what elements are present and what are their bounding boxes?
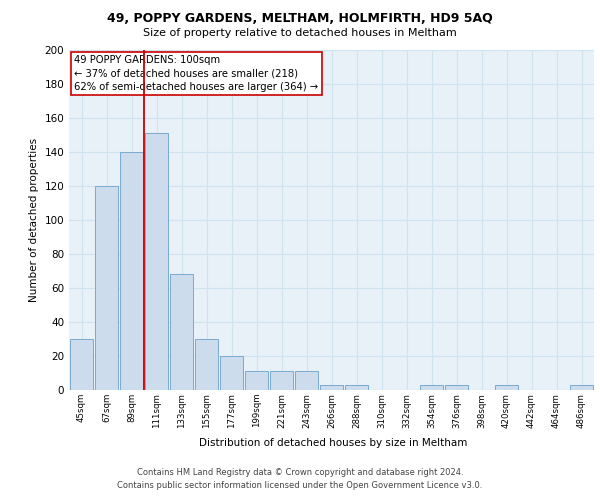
Bar [120,152,143,390]
Bar [95,186,118,390]
Text: 49, POPPY GARDENS, MELTHAM, HOLMFIRTH, HD9 5AQ: 49, POPPY GARDENS, MELTHAM, HOLMFIRTH, H… [107,12,493,26]
Bar [270,372,293,390]
Text: Contains HM Land Registry data © Crown copyright and database right 2024.: Contains HM Land Registry data © Crown c… [137,468,463,477]
Bar [570,385,593,390]
Bar [320,385,343,390]
Bar [70,339,93,390]
Y-axis label: Number of detached properties: Number of detached properties [29,138,39,302]
Bar [345,385,368,390]
Bar [220,356,243,390]
Bar [245,372,268,390]
Bar [295,372,318,390]
Bar [170,274,193,390]
Text: 49 POPPY GARDENS: 100sqm
← 37% of detached houses are smaller (218)
62% of semi-: 49 POPPY GARDENS: 100sqm ← 37% of detach… [74,55,319,92]
Bar [195,339,218,390]
Text: Size of property relative to detached houses in Meltham: Size of property relative to detached ho… [143,28,457,38]
Bar [145,134,168,390]
Text: Distribution of detached houses by size in Meltham: Distribution of detached houses by size … [199,438,467,448]
Bar [495,385,518,390]
Bar [420,385,443,390]
Text: Contains public sector information licensed under the Open Government Licence v3: Contains public sector information licen… [118,482,482,490]
Bar [445,385,468,390]
